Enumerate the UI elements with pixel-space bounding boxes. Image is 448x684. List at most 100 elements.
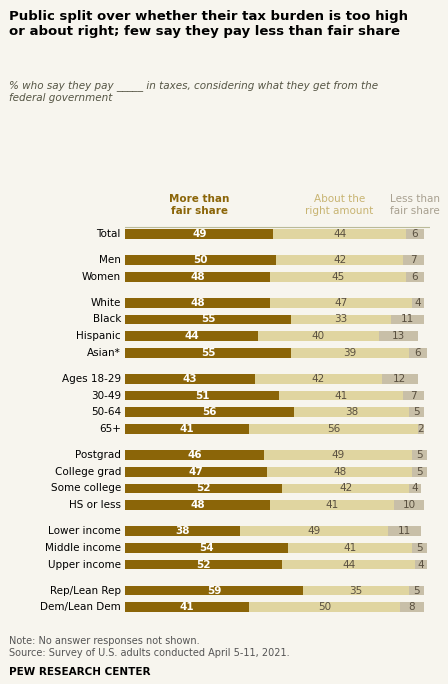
Text: 48: 48 [190, 500, 205, 510]
Text: 5: 5 [413, 407, 420, 417]
Text: 13: 13 [392, 331, 405, 341]
Text: Ages 18-29: Ages 18-29 [62, 374, 121, 384]
Bar [125, 374, 255, 384]
Text: 41: 41 [180, 424, 194, 434]
Bar [125, 424, 249, 434]
Bar [125, 272, 270, 282]
Bar [270, 298, 412, 308]
Bar [412, 450, 427, 460]
Bar [125, 467, 267, 477]
Text: 56: 56 [202, 407, 217, 417]
Text: 30-49: 30-49 [91, 391, 121, 401]
Bar [267, 467, 412, 477]
Text: 39: 39 [344, 348, 357, 358]
Bar [282, 484, 409, 493]
Bar [258, 331, 379, 341]
Bar [125, 315, 291, 324]
Text: 2: 2 [418, 424, 424, 434]
Text: 51: 51 [195, 391, 210, 401]
Text: 49: 49 [332, 450, 345, 460]
Text: 4: 4 [418, 560, 424, 570]
Text: Women: Women [82, 272, 121, 282]
Text: Less than
fair share: Less than fair share [390, 194, 440, 215]
Bar [125, 331, 258, 341]
Bar [273, 229, 406, 239]
Text: 55: 55 [201, 348, 215, 358]
Text: Note: No answer responses not shown.
Source: Survey of U.S. adults conducted Apr: Note: No answer responses not shown. Sou… [9, 636, 289, 658]
Text: 12: 12 [393, 374, 406, 384]
Text: Total: Total [96, 229, 121, 239]
Bar [379, 331, 418, 341]
Text: 42: 42 [312, 374, 325, 384]
Bar [409, 408, 424, 417]
Text: % who say they pay _____ in taxes, considering what they get from the
federal go: % who say they pay _____ in taxes, consi… [9, 80, 378, 103]
Text: 11: 11 [398, 526, 411, 536]
Bar [125, 500, 270, 510]
Bar [409, 586, 424, 595]
Bar [409, 484, 421, 493]
Text: Lower income: Lower income [48, 526, 121, 536]
Text: 41: 41 [335, 391, 348, 401]
Bar [125, 391, 279, 400]
Bar [388, 526, 421, 536]
Bar [125, 543, 289, 553]
Text: 6: 6 [412, 229, 418, 239]
Bar [294, 408, 409, 417]
Bar [125, 450, 264, 460]
Bar [255, 374, 382, 384]
Bar [125, 603, 249, 612]
Bar [303, 586, 409, 595]
Text: 42: 42 [333, 255, 346, 265]
Text: 40: 40 [312, 331, 325, 341]
Text: Some college: Some college [51, 484, 121, 493]
Text: Black: Black [93, 315, 121, 324]
Text: 11: 11 [401, 315, 414, 324]
Bar [125, 298, 270, 308]
Text: About the
right amount: About the right amount [306, 194, 374, 215]
Bar [282, 560, 415, 569]
Text: Dem/Lean Dem: Dem/Lean Dem [40, 602, 121, 612]
Text: 4: 4 [415, 298, 421, 308]
Text: 41: 41 [344, 543, 357, 553]
Text: 7: 7 [410, 391, 417, 401]
Text: Upper income: Upper income [48, 560, 121, 570]
Text: 33: 33 [335, 315, 348, 324]
Text: 44: 44 [185, 331, 199, 341]
Text: 54: 54 [199, 543, 214, 553]
Text: 43: 43 [183, 374, 198, 384]
Text: 59: 59 [207, 586, 222, 596]
Bar [125, 586, 303, 595]
Text: White: White [90, 298, 121, 308]
Bar [406, 272, 424, 282]
Bar [249, 603, 400, 612]
Text: Hispanic: Hispanic [76, 331, 121, 341]
Bar [276, 255, 403, 265]
Text: 45: 45 [332, 272, 345, 282]
Text: 50-64: 50-64 [91, 407, 121, 417]
Bar [249, 424, 418, 434]
Text: 56: 56 [327, 424, 340, 434]
Text: 44: 44 [333, 229, 346, 239]
Text: 49: 49 [192, 229, 207, 239]
Text: 8: 8 [409, 602, 415, 612]
Bar [412, 298, 424, 308]
Text: 6: 6 [412, 272, 418, 282]
Bar [125, 526, 240, 536]
Bar [382, 374, 418, 384]
Bar [240, 526, 388, 536]
Text: 44: 44 [342, 560, 355, 570]
Bar [412, 543, 427, 553]
Bar [264, 450, 412, 460]
Bar [415, 560, 427, 569]
Bar [391, 315, 424, 324]
Text: 48: 48 [190, 298, 205, 308]
Text: Postgrad: Postgrad [75, 450, 121, 460]
Bar [125, 560, 282, 569]
Bar [406, 229, 424, 239]
Text: Rep/Lean Rep: Rep/Lean Rep [50, 586, 121, 596]
Text: PEW RESEARCH CENTER: PEW RESEARCH CENTER [9, 667, 151, 677]
Bar [270, 272, 406, 282]
Bar [125, 408, 294, 417]
Text: 52: 52 [197, 484, 211, 493]
Text: 50: 50 [194, 255, 208, 265]
